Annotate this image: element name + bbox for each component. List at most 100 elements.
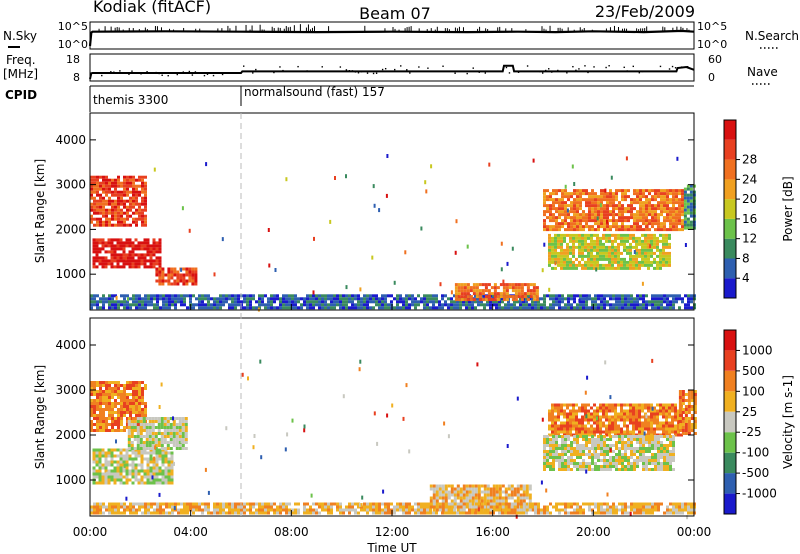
velocity-cell	[423, 508, 426, 512]
velocity-cell	[136, 432, 140, 435]
nave-dot	[375, 72, 378, 74]
velocity-cell	[130, 435, 134, 438]
power-cell	[549, 216, 552, 220]
velocity-cell	[674, 424, 677, 428]
velocity-cell	[441, 496, 445, 500]
velocity-cell	[569, 409, 572, 413]
velocity-cell	[108, 429, 111, 432]
power-cell	[140, 259, 144, 263]
velocity-cell	[198, 508, 201, 512]
velocity-cell	[372, 508, 375, 512]
velocity-cell	[117, 396, 120, 399]
velocity-cell	[653, 415, 656, 419]
power-cell	[639, 228, 642, 232]
velocity-cell	[474, 493, 478, 497]
power-cell	[107, 262, 111, 266]
power-cell	[498, 306, 501, 310]
power-cell	[611, 263, 614, 267]
velocity-cell	[130, 426, 134, 429]
velocity-cell	[138, 393, 141, 396]
nave-dot	[182, 71, 185, 73]
power-cell	[129, 223, 132, 227]
power-cell	[243, 294, 246, 298]
velocity-cell	[561, 508, 564, 512]
power-cell	[572, 242, 575, 246]
velocity-cell	[597, 511, 600, 515]
velocity-cell	[489, 505, 493, 509]
power-cell	[560, 257, 563, 261]
velocity-cell	[501, 502, 505, 506]
power-cell	[138, 175, 141, 179]
nave-dot	[107, 72, 109, 74]
power-cell	[653, 242, 656, 246]
power-cell	[561, 189, 564, 193]
velocity-cell	[590, 430, 593, 434]
velocity-cell	[138, 505, 141, 509]
power-cell	[137, 265, 141, 269]
velocity-cell	[306, 508, 309, 512]
nave-dot	[674, 67, 677, 69]
velocity-cell	[587, 415, 590, 419]
power-cell	[249, 294, 252, 298]
velocity-cell	[175, 432, 179, 435]
velocity-cell	[181, 447, 185, 450]
power-cell	[557, 257, 560, 261]
velocity-cell	[459, 496, 463, 500]
power-cell	[454, 289, 458, 293]
power-cell	[681, 219, 684, 223]
velocity-cell	[438, 493, 442, 497]
velocity-cell	[584, 424, 587, 428]
velocity-cell	[605, 433, 608, 437]
frequency-line	[89, 64, 695, 80]
velocity-cell	[560, 406, 563, 410]
power-cell	[656, 245, 659, 249]
power-cell	[681, 297, 684, 301]
velocity-cell	[551, 424, 554, 428]
power-cell	[132, 300, 135, 304]
velocity-cell	[113, 478, 117, 482]
power-cell	[660, 294, 663, 298]
power-cell	[650, 254, 653, 258]
power-cell	[96, 199, 99, 203]
power-cell	[683, 214, 687, 218]
power-cell	[596, 257, 599, 261]
velocity-cell	[184, 432, 188, 435]
velocity-cell	[563, 424, 566, 428]
velocity-cell	[114, 399, 117, 402]
power-cell	[435, 294, 438, 298]
power-cell	[246, 294, 249, 298]
velocity-cell	[402, 508, 405, 512]
velocity-cell	[381, 508, 384, 512]
power-cell	[186, 306, 189, 310]
power-cell	[587, 245, 590, 249]
power-cell	[689, 187, 693, 191]
power-cell	[558, 300, 561, 304]
velocity-cell	[513, 493, 517, 497]
power-cell	[597, 306, 600, 310]
velocity-cell	[125, 472, 129, 476]
power-scatter-point	[454, 250, 457, 255]
power-cell	[587, 242, 590, 246]
velocity-cell	[183, 502, 186, 506]
velocity-cell	[192, 505, 195, 509]
power-cell	[291, 303, 294, 307]
velocity-cell	[137, 451, 141, 455]
velocity-cell	[591, 502, 594, 506]
velocity-cell	[166, 429, 170, 432]
power-cell	[117, 300, 120, 304]
power-cell	[249, 300, 252, 304]
velocity-cell	[554, 424, 557, 428]
velocity-echo-patch	[92, 448, 174, 485]
velocity-cell	[169, 447, 173, 450]
power-cell	[651, 225, 654, 229]
velocity-cell	[614, 406, 617, 410]
velocity-cell	[602, 406, 605, 410]
power-cell	[105, 211, 108, 215]
velocity-cell	[498, 484, 502, 488]
power-cell	[554, 233, 557, 237]
velocity-cell	[117, 414, 120, 417]
velocity-cell	[135, 508, 138, 512]
velocity-cell	[456, 496, 460, 500]
velocity-cell	[117, 387, 120, 390]
power-cell	[590, 260, 593, 264]
